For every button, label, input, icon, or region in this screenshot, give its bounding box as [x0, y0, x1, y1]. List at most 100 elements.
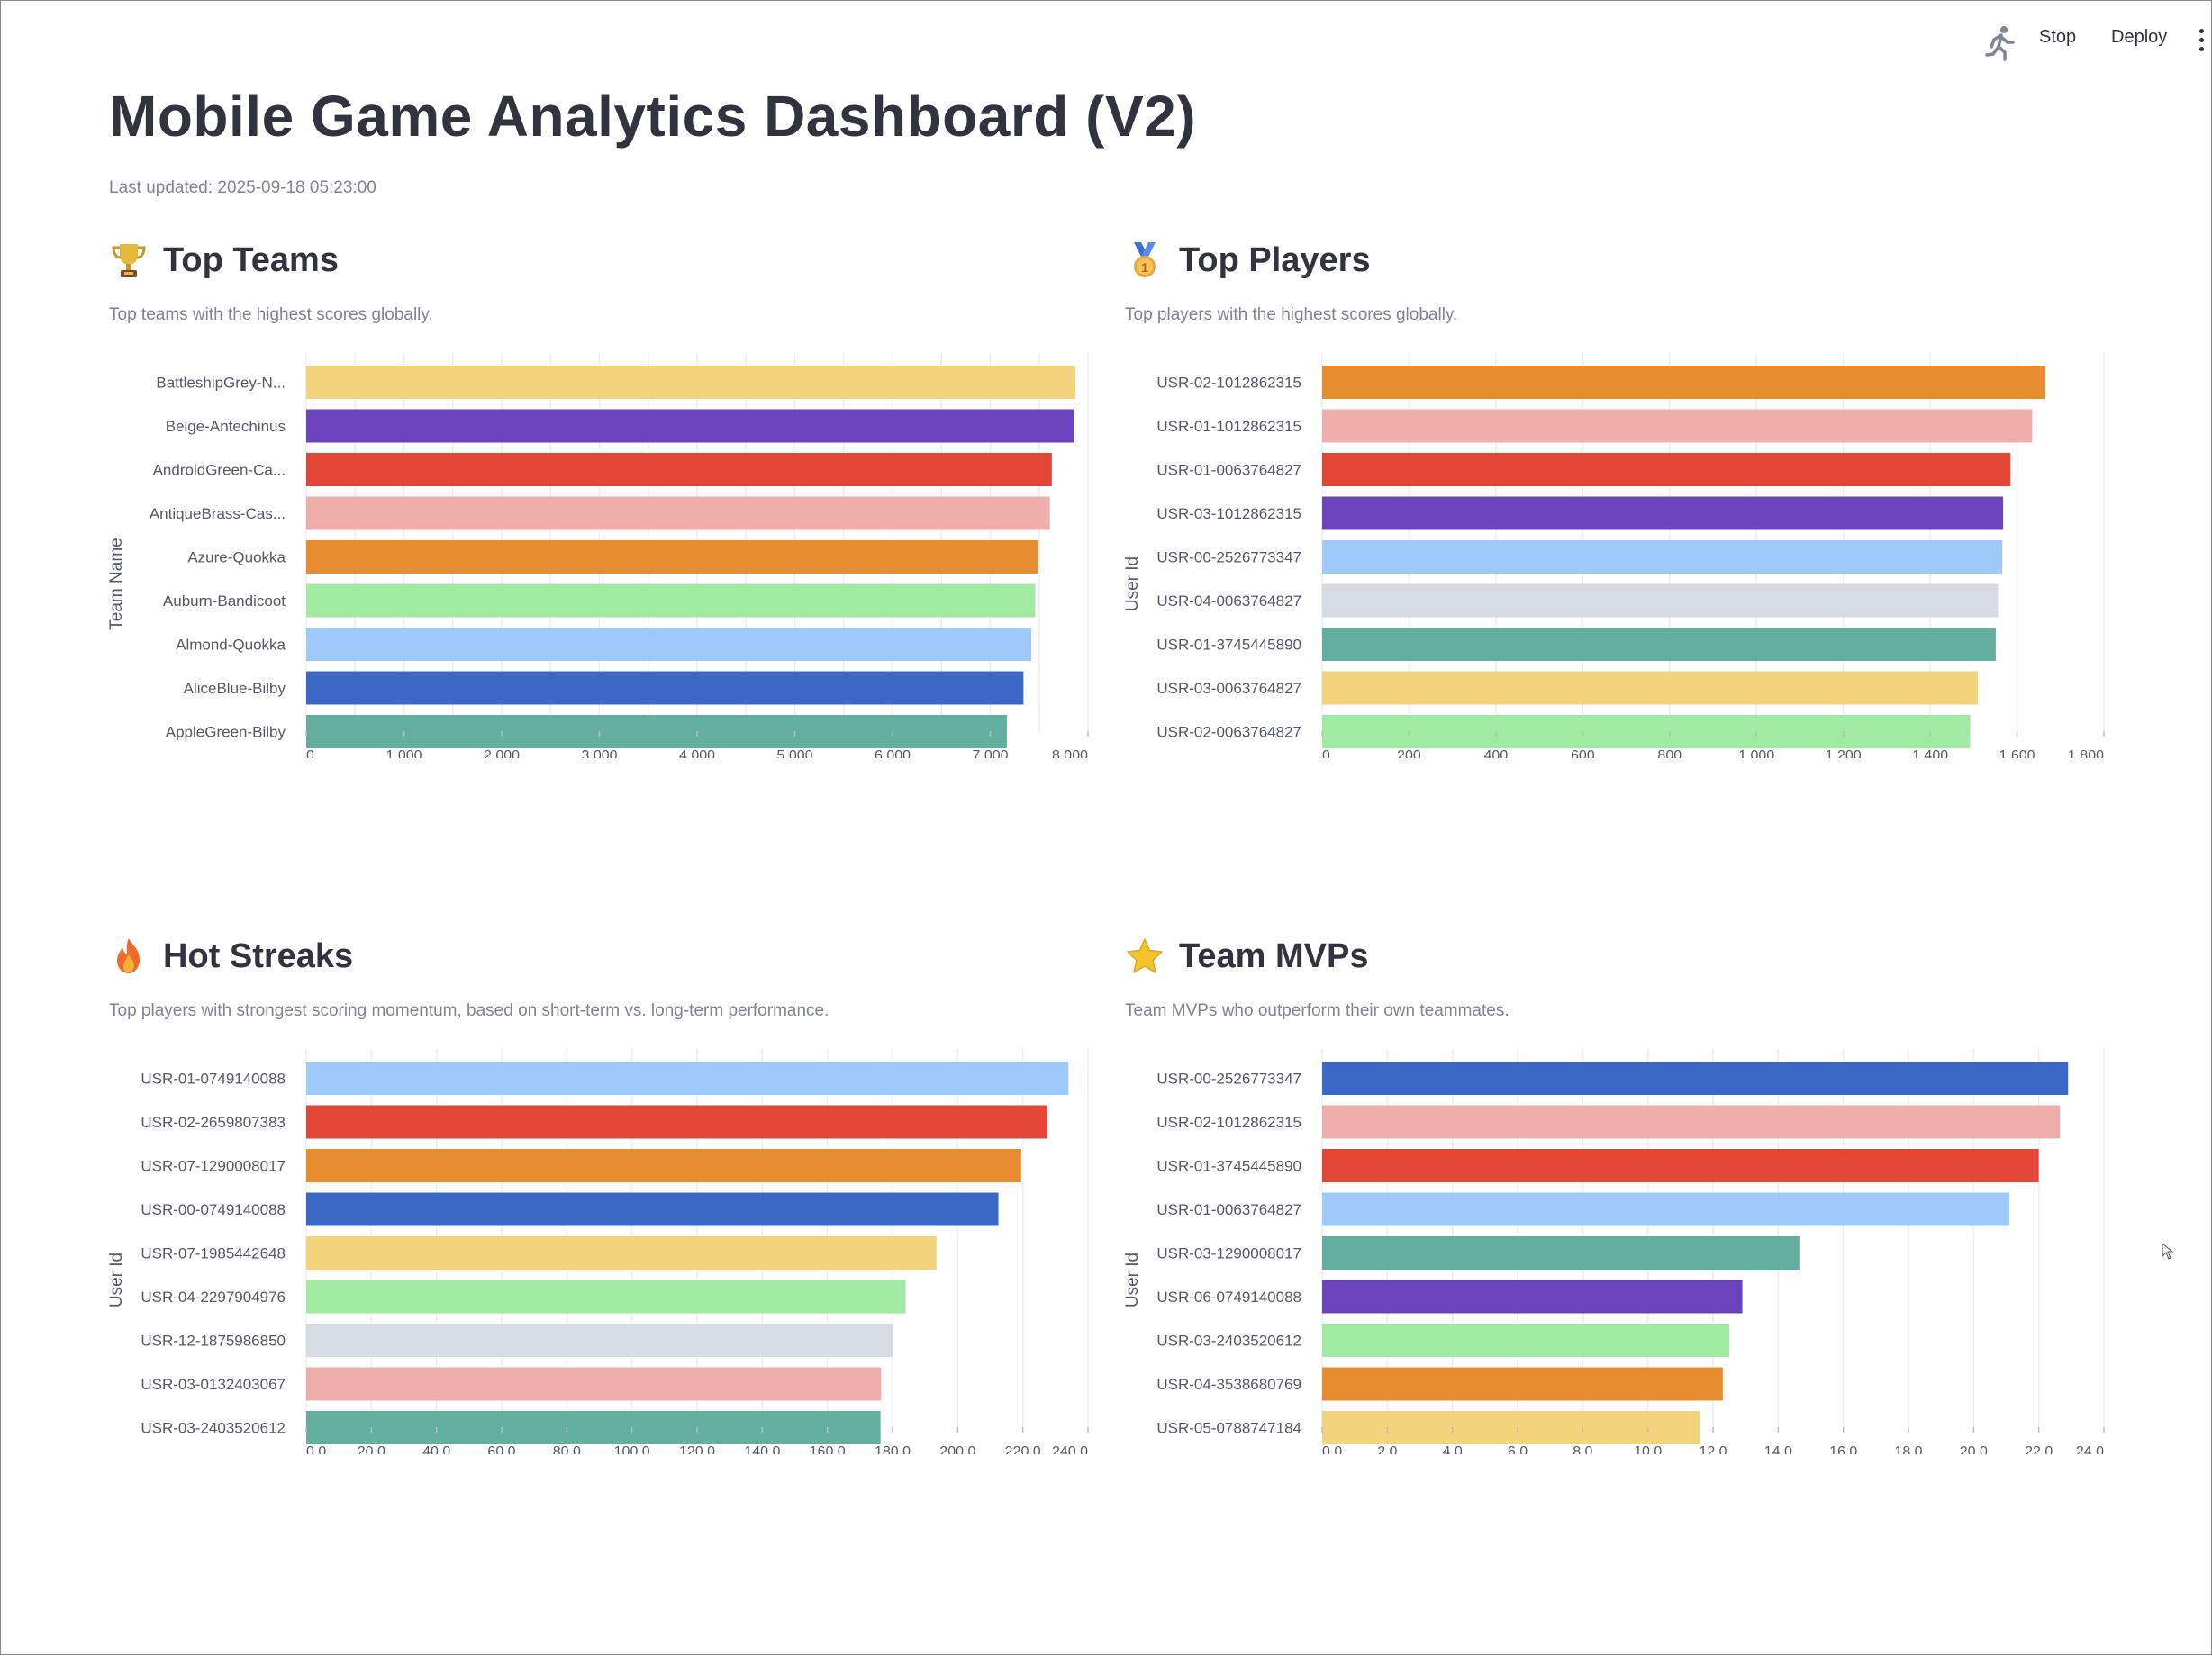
category-label: USR-01-1012862315 — [1156, 418, 1301, 435]
category-label: USR-00-2526773347 — [1156, 1071, 1301, 1088]
bar — [306, 540, 1038, 574]
x-tick-label: 4,000 — [679, 748, 715, 758]
bar — [1322, 671, 1979, 705]
y-axis-title: Team Name — [109, 538, 126, 629]
trophy-icon — [112, 244, 146, 277]
category-label: USR-01-0749140088 — [141, 1071, 286, 1088]
category-label: USR-03-1290008017 — [1156, 1245, 1301, 1262]
x-tick-label: 400 — [1484, 748, 1509, 758]
x-tick-label: 0.0 — [1322, 1444, 1342, 1454]
category-label: USR-00-2526773347 — [1156, 549, 1301, 566]
x-tick-label: 1,800 — [2068, 748, 2104, 758]
category-label: Auburn-Bandicoot — [163, 592, 286, 610]
category-label: USR-04-0063764827 — [1156, 592, 1301, 610]
bar — [306, 366, 1075, 399]
x-tick-label: 8.0 — [1573, 1444, 1592, 1454]
x-tick-label: 6.0 — [1508, 1444, 1528, 1454]
x-tick-label: 40.0 — [422, 1444, 450, 1454]
category-label: USR-02-1012862315 — [1156, 1114, 1301, 1131]
bar — [306, 1192, 999, 1226]
top-players-description: Top players with the highest scores glob… — [1125, 305, 1458, 324]
x-tick-label: 14.0 — [1764, 1444, 1792, 1454]
top-players-title: Top Players — [1179, 240, 1371, 279]
top-teams-chart[interactable]: BattleshipGrey-N... Beige-Antechinus Andro… — [109, 344, 1109, 758]
hot-streaks-description: Top players with strongest scoring momen… — [109, 1001, 830, 1020]
category-label: Azure-Quokka — [187, 549, 286, 566]
category-label: USR-03-1012862315 — [1156, 505, 1301, 522]
category-label: USR-01-0063764827 — [1156, 1201, 1301, 1218]
x-tick-label: 80.0 — [553, 1444, 581, 1454]
bar — [306, 453, 1052, 486]
bar — [1322, 1280, 1743, 1314]
bar — [306, 496, 1050, 530]
category-label: USR-03-2403520612 — [1156, 1333, 1301, 1350]
x-tick-label: 1,400 — [1912, 748, 1948, 758]
bar — [1322, 409, 2033, 443]
category-label: AntiqueBrass-Cas... — [150, 505, 286, 522]
y-axis-title: User Id — [109, 1253, 126, 1307]
x-tick-label: 3,000 — [581, 748, 617, 758]
x-tick-label: 20.0 — [358, 1444, 385, 1454]
x-tick-label: 160.0 — [810, 1444, 846, 1454]
bar — [306, 1411, 881, 1444]
bar — [1322, 496, 2004, 530]
bar — [306, 1280, 906, 1314]
x-tick-label: 6,000 — [875, 748, 911, 758]
bar — [306, 409, 1074, 443]
main-menu-icon[interactable] — [2198, 29, 2205, 54]
y-axis-title: User Id — [1125, 1253, 1142, 1307]
x-tick-label: 0.0 — [306, 1444, 326, 1454]
x-tick-label: 7,000 — [972, 748, 1008, 758]
x-tick-label: 18.0 — [1894, 1444, 1922, 1454]
x-tick-label: 800 — [1657, 748, 1682, 758]
bar — [1322, 1324, 1730, 1357]
bar — [306, 1149, 1021, 1182]
x-tick-label: 10.0 — [1634, 1444, 1662, 1454]
x-tick-label: 200.0 — [939, 1444, 975, 1454]
top-players-chart[interactable]: USR-02-1012862315 USR-01-1012862315 USR-01… — [1125, 344, 2125, 758]
x-tick-label: 180.0 — [875, 1444, 911, 1454]
category-label: AliceBlue-Bilby — [184, 680, 286, 697]
category-label: AppleGreen-Bilby — [166, 724, 286, 741]
bar — [1322, 1192, 2010, 1226]
bar — [1322, 1367, 1723, 1401]
x-tick-label: 140.0 — [744, 1444, 780, 1454]
medal-icon: 1 — [1134, 242, 1156, 277]
stop-button[interactable]: Stop — [2039, 27, 2077, 47]
x-tick-label: 0 — [306, 748, 314, 758]
category-label: USR-01-3745445890 — [1156, 637, 1301, 654]
category-label: BattleshipGrey-N... — [156, 375, 286, 392]
category-label: USR-05-0788747184 — [1156, 1420, 1301, 1437]
x-tick-label: 2.0 — [1377, 1444, 1397, 1454]
team-mvps-chart[interactable]: USR-00-2526773347 USR-02-1012862315 USR-01… — [1125, 1040, 2125, 1454]
svg-text:1: 1 — [1141, 260, 1148, 275]
category-label: USR-04-3538680769 — [1156, 1376, 1301, 1393]
last-updated-text: Last updated: 2025-09-18 05:23:00 — [109, 178, 376, 197]
x-tick-label: 600 — [1571, 748, 1595, 758]
category-label: USR-02-1012862315 — [1156, 375, 1301, 392]
x-tick-label: 220.0 — [1005, 1444, 1041, 1454]
star-icon — [1127, 938, 1163, 973]
team-mvps-description: Team MVPs who outperform their own teamm… — [1125, 1001, 1509, 1020]
category-label: USR-01-0063764827 — [1156, 462, 1301, 479]
x-tick-label: 240.0 — [1052, 1444, 1088, 1454]
bar — [306, 1324, 893, 1357]
x-tick-label: 20.0 — [1960, 1444, 1988, 1454]
category-label: USR-03-0063764827 — [1156, 680, 1301, 697]
x-tick-label: 1,000 — [385, 748, 422, 758]
category-label: USR-00-0749140088 — [141, 1201, 286, 1218]
bar — [1322, 1062, 2069, 1095]
x-tick-label: 200 — [1397, 748, 1421, 758]
bar — [306, 671, 1024, 705]
bar — [1322, 1105, 2061, 1139]
bar — [1322, 1149, 2039, 1182]
top-teams-title: Top Teams — [163, 240, 339, 279]
hot-streaks-chart[interactable]: USR-01-0749140088 USR-02-2659807383 USR-07… — [109, 1040, 1109, 1454]
deploy-button[interactable]: Deploy — [2111, 27, 2168, 47]
bar — [306, 628, 1032, 661]
x-tick-label: 100.0 — [614, 1444, 650, 1454]
bar — [306, 1105, 1047, 1139]
top-teams-description: Top teams with the highest scores global… — [109, 305, 433, 324]
hot-streaks-title: Hot Streaks — [163, 936, 354, 975]
category-label: USR-12-1875986850 — [141, 1333, 286, 1350]
